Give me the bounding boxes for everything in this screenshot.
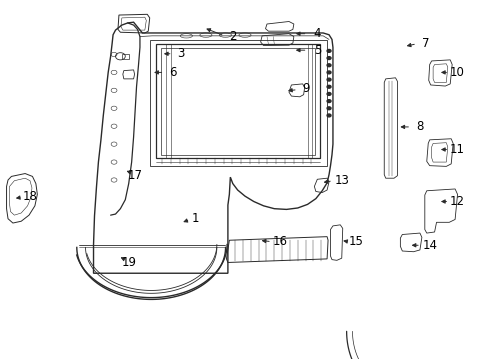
Circle shape	[327, 114, 331, 117]
Text: 2: 2	[229, 30, 237, 43]
Text: 3: 3	[177, 47, 184, 60]
Circle shape	[327, 64, 331, 67]
Circle shape	[327, 85, 331, 88]
Text: 12: 12	[450, 195, 465, 208]
Circle shape	[327, 71, 331, 74]
Text: 15: 15	[349, 235, 364, 248]
Circle shape	[327, 49, 331, 52]
Text: 17: 17	[127, 169, 143, 182]
Text: 1: 1	[192, 212, 199, 225]
Text: 5: 5	[314, 44, 321, 57]
Circle shape	[327, 107, 331, 110]
Text: 6: 6	[169, 66, 176, 79]
Text: 13: 13	[334, 174, 349, 186]
Circle shape	[327, 100, 331, 103]
Text: 8: 8	[416, 121, 424, 134]
Text: 16: 16	[272, 235, 288, 248]
Circle shape	[327, 93, 331, 95]
Text: 18: 18	[23, 190, 37, 203]
Text: 10: 10	[450, 66, 465, 79]
Circle shape	[327, 57, 331, 59]
Text: 11: 11	[450, 143, 465, 156]
Text: 14: 14	[422, 239, 437, 252]
Text: 19: 19	[121, 256, 136, 269]
Circle shape	[327, 78, 331, 81]
Text: 7: 7	[422, 36, 430, 50]
Text: 9: 9	[302, 82, 310, 95]
Text: 4: 4	[314, 27, 321, 40]
